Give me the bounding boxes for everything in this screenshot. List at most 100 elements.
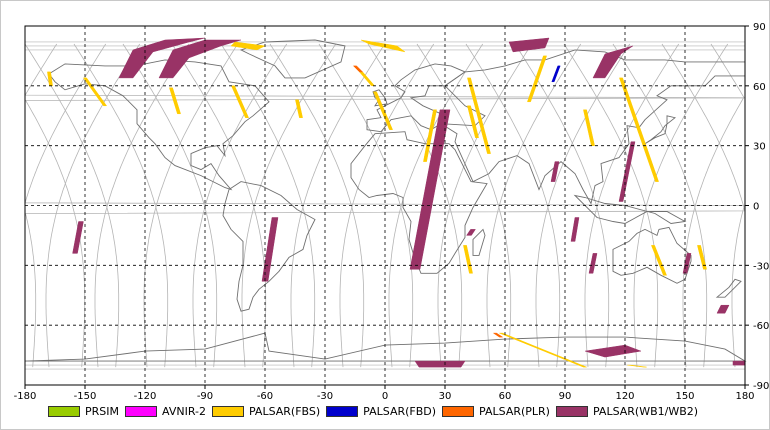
swath-fbs	[467, 77, 491, 154]
swath-fbs	[82, 77, 108, 107]
swatch-palsar-fbd	[326, 405, 359, 417]
orbit-track	[25, 43, 745, 368]
y-tick-label: 0	[753, 202, 759, 213]
x-tick-label: -30	[317, 391, 333, 402]
orbit-track	[437, 43, 533, 368]
swath-fbs	[295, 99, 303, 118]
swath-fbs	[47, 71, 53, 87]
y-tick-label: -90	[753, 381, 769, 392]
orbit-track	[73, 43, 169, 368]
swath-fbs	[463, 245, 473, 274]
swath-wb	[508, 37, 550, 53]
orbit-track	[122, 43, 218, 368]
swath-wb	[570, 217, 580, 242]
orbit-track	[318, 43, 414, 368]
coastline	[440, 49, 746, 205]
swatch-palsar-plr	[442, 405, 475, 417]
coastline	[644, 115, 677, 145]
legend-item-palsar-plr: PALSAR(PLR)	[442, 405, 550, 418]
legend-label: PALSAR(WB1/WB2)	[592, 404, 699, 418]
coastline	[239, 39, 346, 79]
y-tick-label: -60	[753, 321, 769, 332]
x-tick-label: 30	[439, 391, 452, 402]
y-tick-label: 30	[753, 142, 766, 153]
orbit-track	[143, 43, 239, 368]
longitude-labels: -180 -150 -120 -90 -60 -30 0 30 60 90 120 150 180	[14, 385, 755, 402]
swath-wb	[158, 39, 242, 79]
orbit-track	[45, 43, 141, 368]
swatch-palsar-wb	[555, 405, 588, 417]
legend-label: PALSAR(PLR)	[479, 404, 550, 418]
swath-wb	[618, 141, 636, 202]
swath-fbs	[423, 109, 437, 162]
swath-wb	[261, 217, 279, 282]
legend-item-palsar-fbs: PALSAR(FBS)	[211, 404, 321, 418]
orbit-track	[416, 43, 512, 368]
x-tick-label: 120	[615, 391, 634, 402]
legend: PRSIM AVNIR-2 PALSAR(FBS) PALSAR(FBD) PA…	[48, 402, 704, 420]
swath-fbs	[583, 109, 595, 146]
coastline	[24, 332, 747, 362]
swath-fbs	[619, 77, 659, 182]
legend-label: PRSIM	[85, 404, 119, 418]
swath-wb	[466, 229, 476, 236]
lat-lon-grid	[25, 26, 745, 385]
orbit-track	[94, 43, 190, 368]
coastlines	[24, 39, 747, 362]
swath-fbs	[527, 55, 547, 103]
y-tick-label: 90	[753, 22, 766, 33]
swath-fbs	[651, 245, 667, 276]
swath-plr	[492, 332, 504, 338]
swath-fbs	[360, 39, 406, 53]
swath-fbs	[627, 364, 647, 368]
swath-wb	[682, 253, 692, 274]
coastline	[222, 181, 316, 312]
legend-label: PALSAR(FBS)	[248, 404, 321, 418]
legend-item-avnir2: AVNIR-2	[125, 405, 206, 418]
coastline	[612, 226, 692, 284]
x-tick-label: 60	[499, 391, 512, 402]
x-tick-label: -60	[257, 391, 273, 402]
x-tick-label: 180	[735, 391, 754, 402]
swath-wb	[550, 161, 560, 182]
swath-wb	[588, 253, 598, 274]
swatch-prsim	[48, 405, 80, 417]
swath-fbs	[358, 71, 376, 87]
coastline	[472, 228, 486, 256]
coastline	[48, 59, 270, 191]
coastline	[715, 278, 742, 298]
swath-fbs	[169, 87, 181, 115]
swath-fbs	[697, 245, 707, 270]
swatch-avnir2	[125, 405, 157, 417]
swath-fbs	[231, 85, 249, 118]
orbit-track	[24, 43, 745, 368]
y-tick-label: 60	[753, 82, 766, 93]
coastline	[573, 194, 687, 224]
latitude-labels: 90 60 30 0 -30 -60 -90	[745, 22, 769, 392]
swath-fbs	[230, 41, 266, 51]
x-tick-label: -120	[134, 391, 157, 402]
x-tick-label: 90	[559, 391, 572, 402]
orbit-track	[24, 43, 120, 368]
x-tick-label: 150	[675, 391, 694, 402]
swath-plr	[352, 65, 364, 73]
swath-wb	[732, 360, 746, 366]
x-tick-label: 0	[382, 391, 388, 402]
swath-fbs	[373, 91, 393, 130]
x-tick-label: -180	[14, 391, 37, 402]
swath-wb	[414, 360, 466, 368]
legend-item-palsar-wb: PALSAR(WB1/WB2)	[555, 404, 699, 418]
swath-wb	[592, 45, 634, 79]
x-tick-label: -150	[74, 391, 97, 402]
swath-wb	[584, 344, 642, 358]
legend-item-palsar-fbd: PALSAR(FBD)	[326, 405, 436, 418]
legend-item-prsim: PRSIM	[48, 405, 119, 418]
orbit-track	[388, 43, 484, 368]
legend-label: AVNIR-2	[162, 404, 206, 418]
y-tick-label: -30	[753, 261, 769, 272]
swatch-palsar-fbs	[211, 405, 244, 417]
orbit-track	[24, 43, 745, 368]
swath-wb	[409, 109, 451, 270]
swath-fbs	[467, 105, 479, 138]
